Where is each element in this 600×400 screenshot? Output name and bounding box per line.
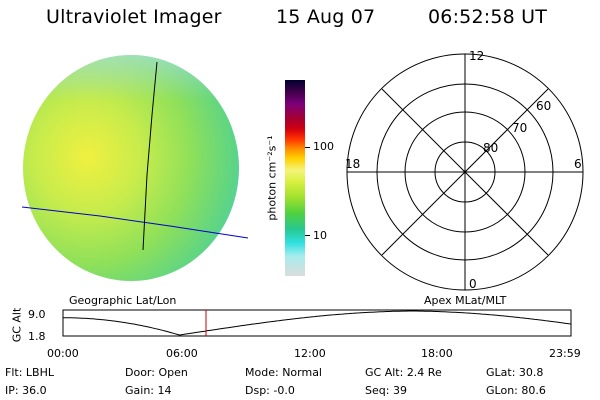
status-ip-label: IP:	[5, 384, 19, 397]
status-gcalt-label: GC Alt:	[365, 366, 404, 379]
status-gain: Gain: 14	[125, 384, 172, 397]
gc-alt-plot	[62, 309, 572, 337]
gc-alt-curve	[63, 310, 572, 336]
geographic-coords-label: Geographic Lat/Lon	[69, 294, 177, 307]
status-gcalt-value: 2.4 Re	[406, 366, 442, 379]
colorbar-unit-label: photon cm⁻²s⁻¹	[265, 135, 279, 221]
status-dsp-label: Dsp:	[245, 384, 270, 397]
status-glon-label: GLon:	[486, 384, 518, 397]
colorbar-label-10: 10	[313, 229, 327, 242]
gc-alt-xtick-2359: 23:59	[549, 347, 581, 360]
colorbar-tick-100	[305, 147, 310, 148]
colorbar-tick-10	[305, 235, 310, 236]
instrument-title: Ultraviolet Imager	[46, 6, 222, 28]
gc-alt-ytick-max: 9.0	[28, 308, 46, 321]
colorbar-label-100: 100	[313, 140, 334, 153]
status-gain-label: Gain:	[125, 384, 154, 397]
polar-mlat-mlt-plot: 60 70 80 12 6 0 18	[345, 49, 584, 291]
status-glat-value: 30.8	[518, 366, 544, 379]
status-seq: Seq: 39	[365, 384, 407, 397]
status-mode-label: Mode:	[245, 366, 279, 379]
status-mode-value: Normal	[282, 366, 322, 379]
polar-lat-label-70: 70	[512, 121, 527, 135]
globe-dayglow-cap	[23, 55, 239, 281]
gc-alt-xtick-1800: 18:00	[421, 347, 453, 360]
status-door-label: Door:	[125, 366, 155, 379]
polar-mlt-label-0: 0	[469, 277, 477, 291]
gc-alt-xtick-0600: 06:00	[166, 347, 198, 360]
status-glat: GLat: 30.8	[486, 366, 543, 379]
status-flt-value: LBHL	[25, 366, 54, 379]
intensity-colorbar	[285, 80, 305, 276]
status-mode: Mode: Normal	[245, 366, 322, 379]
globe-meridian-line	[142, 61, 158, 251]
status-glon-value: 80.6	[521, 384, 546, 397]
gc-alt-ytick-min: 1.8	[28, 330, 46, 343]
polar-lat-label-80: 80	[483, 141, 498, 155]
polar-mlt-label-18: 18	[345, 157, 360, 171]
gc-alt-xtick-1200: 12:00	[294, 347, 326, 360]
uv-globe-image	[21, 55, 249, 281]
polar-mlt-label-12: 12	[469, 49, 484, 63]
status-gcalt: GC Alt: 2.4 Re	[365, 366, 442, 379]
status-flt-label: Flt:	[5, 366, 23, 379]
time-label: 06:52:58 UT	[428, 6, 548, 28]
polar-lat-label-60: 60	[536, 99, 551, 113]
polar-diagonal-2	[381, 88, 549, 256]
status-glon: GLon: 80.6	[486, 384, 546, 397]
globe-latitude-line	[21, 206, 249, 239]
date-label: 15 Aug 07	[276, 6, 376, 28]
gc-alt-plot-frame	[62, 309, 572, 337]
status-dsp-value: -0.0	[273, 384, 295, 397]
status-flt: Flt: LBHL	[5, 366, 54, 379]
status-seq-label: Seq:	[365, 384, 390, 397]
status-door: Door: Open	[125, 366, 188, 379]
status-dsp: Dsp: -0.0	[245, 384, 295, 397]
status-ip: IP: 36.0	[5, 384, 47, 397]
status-seq-value: 39	[392, 384, 407, 397]
status-ip-value: 36.0	[22, 384, 47, 397]
polar-mlt-label-6: 6	[574, 157, 582, 171]
status-door-value: Open	[158, 366, 188, 379]
status-glat-label: GLat:	[486, 366, 516, 379]
apex-coords-label: Apex MLat/MLT	[424, 294, 507, 307]
status-gain-value: 14	[157, 384, 172, 397]
gc-alt-xtick-0000: 00:00	[47, 347, 79, 360]
